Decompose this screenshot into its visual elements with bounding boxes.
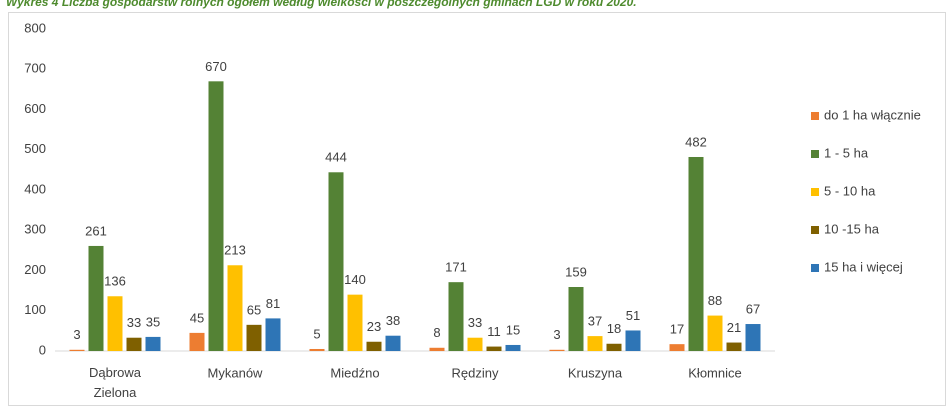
- bar: [669, 344, 685, 351]
- bar: [549, 349, 565, 351]
- bar: [467, 337, 483, 351]
- bar: [625, 330, 641, 351]
- y-tick-label: 200: [24, 262, 46, 277]
- bar: [107, 296, 123, 351]
- data-label: 67: [746, 301, 760, 316]
- legend-label: 1 - 5 ha: [824, 145, 869, 160]
- data-label: 213: [224, 243, 246, 258]
- data-label: 17: [670, 322, 684, 337]
- data-label: 45: [190, 310, 204, 325]
- bar: [486, 346, 502, 351]
- data-label: 21: [727, 320, 741, 335]
- data-label: 140: [344, 272, 366, 287]
- bar: [246, 324, 262, 351]
- data-label: 171: [445, 260, 467, 275]
- legend-swatch: [811, 112, 819, 120]
- legend-label: 15 ha i więcej: [824, 259, 903, 274]
- y-tick-label: 100: [24, 302, 46, 317]
- chart-title: Wykres 4 Liczba gospodarstw rolnych ogół…: [6, 0, 637, 9]
- x-tick-label: Rędziny: [452, 365, 499, 380]
- bar: [208, 81, 224, 351]
- bar: [145, 336, 161, 351]
- bar: [688, 156, 704, 351]
- bar: [189, 332, 205, 351]
- bar: [505, 344, 521, 351]
- data-label: 33: [127, 315, 141, 330]
- data-label: 261: [85, 223, 107, 238]
- legend-swatch: [811, 226, 819, 234]
- x-tick-label: Mykanów: [208, 365, 264, 380]
- bar: [606, 343, 622, 351]
- data-label: 3: [553, 327, 560, 342]
- bar: [568, 287, 584, 351]
- y-tick-label: 300: [24, 222, 46, 237]
- bar: [707, 315, 723, 351]
- legend-label: 5 - 10 ha: [824, 183, 876, 198]
- bar: [745, 324, 761, 351]
- bar: [309, 348, 325, 351]
- data-label: 51: [626, 308, 640, 323]
- y-tick-label: 700: [24, 61, 46, 76]
- bar: [448, 282, 464, 351]
- legend-swatch: [811, 264, 819, 272]
- x-tick-label: Dąbrowa Zielona: [89, 365, 142, 400]
- bar: [385, 335, 401, 351]
- y-tick-label: 0: [39, 342, 46, 357]
- y-tick-label: 400: [24, 181, 46, 196]
- bar: [265, 318, 281, 351]
- data-label: 81: [266, 296, 280, 311]
- legend-swatch: [811, 188, 819, 196]
- bar: [227, 265, 243, 351]
- data-label: 88: [708, 293, 722, 308]
- bar: [88, 245, 104, 351]
- data-label: 37: [588, 314, 602, 329]
- legend-label: 10 -15 ha: [824, 221, 880, 236]
- y-tick-label: 800: [24, 20, 46, 35]
- data-label: 18: [607, 321, 621, 336]
- bar: [429, 347, 445, 351]
- bar: [347, 294, 363, 351]
- data-label: 670: [205, 59, 227, 74]
- bar: [328, 172, 344, 351]
- data-label: 33: [468, 315, 482, 330]
- bar: [366, 341, 382, 351]
- bar: [726, 342, 742, 351]
- legend-swatch: [811, 150, 819, 158]
- data-label: 8: [433, 325, 440, 340]
- bar: [126, 337, 142, 351]
- bar: [69, 349, 85, 351]
- data-label: 5: [313, 326, 320, 341]
- data-label: 11: [487, 324, 501, 339]
- data-label: 38: [386, 313, 400, 328]
- legend-label: do 1 ha włącznie: [824, 107, 921, 122]
- x-tick-label: Kruszyna: [568, 365, 623, 380]
- data-label: 159: [565, 264, 587, 279]
- data-label: 15: [506, 322, 520, 337]
- data-label: 3: [73, 327, 80, 342]
- data-label: 136: [104, 274, 126, 289]
- data-label: 35: [146, 314, 160, 329]
- y-tick-label: 600: [24, 101, 46, 116]
- data-label: 444: [325, 150, 347, 165]
- x-tick-label: Miedźno: [330, 365, 379, 380]
- x-tick-label: Kłomnice: [688, 365, 741, 380]
- data-label: 23: [367, 319, 381, 334]
- bar: [587, 336, 603, 351]
- data-label: 65: [247, 302, 261, 317]
- data-label: 482: [685, 134, 707, 149]
- y-tick-label: 500: [24, 141, 46, 156]
